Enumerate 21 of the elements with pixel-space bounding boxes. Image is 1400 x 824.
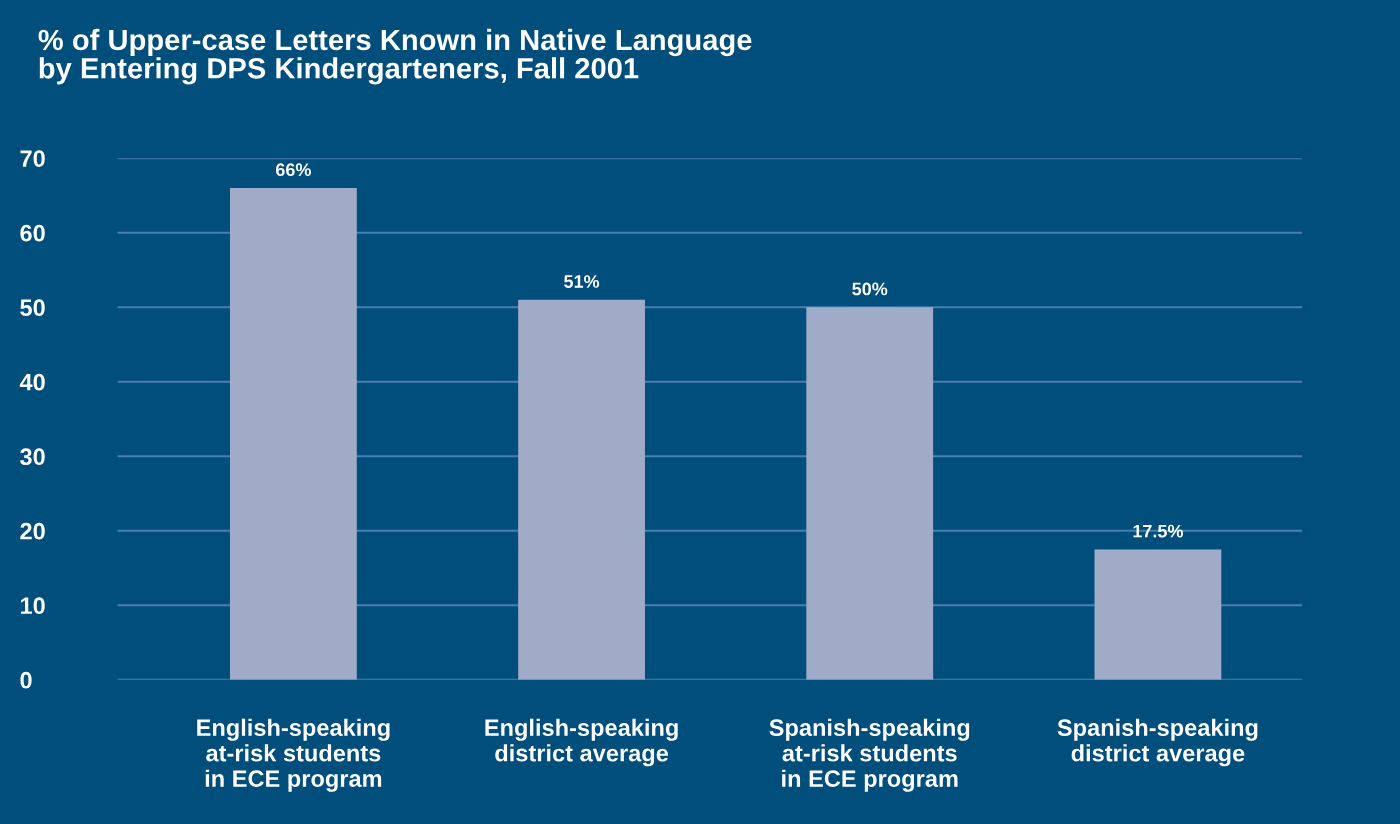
data-label: 66% [275, 163, 311, 177]
y-tick-label: 10 [20, 597, 45, 615]
x-tick-label: Spanish-speaking district average [1057, 718, 1258, 767]
x-tick-label: English-speaking at-risk students in ECE program [197, 718, 390, 792]
chart-title: % of Upper-case Letters Known in Native Language by Entering DPS Kindergarteners, Fall 2001 [38, 28, 752, 85]
y-tick-label: 30 [20, 448, 45, 466]
data-label: 51% [564, 275, 600, 288]
x-tick-label: English-speaking district average [485, 718, 678, 767]
bar [1094, 549, 1222, 680]
y-tick-label: 50 [20, 299, 45, 317]
y-tick-label: 60 [20, 224, 45, 242]
y-tick-label: 20 [20, 522, 45, 540]
data-label: 17.5% [1133, 524, 1184, 538]
y-tick-label: 40 [19, 373, 45, 391]
bar [518, 299, 645, 680]
bar [229, 188, 357, 680]
y-tick-label: 70 [20, 150, 45, 167]
y-tick-label: 0 [20, 671, 32, 689]
data-label: 50% [852, 282, 888, 296]
x-tick-label: Spanish-speaking at-risk students in ECE program [769, 718, 970, 792]
bar [806, 307, 934, 680]
